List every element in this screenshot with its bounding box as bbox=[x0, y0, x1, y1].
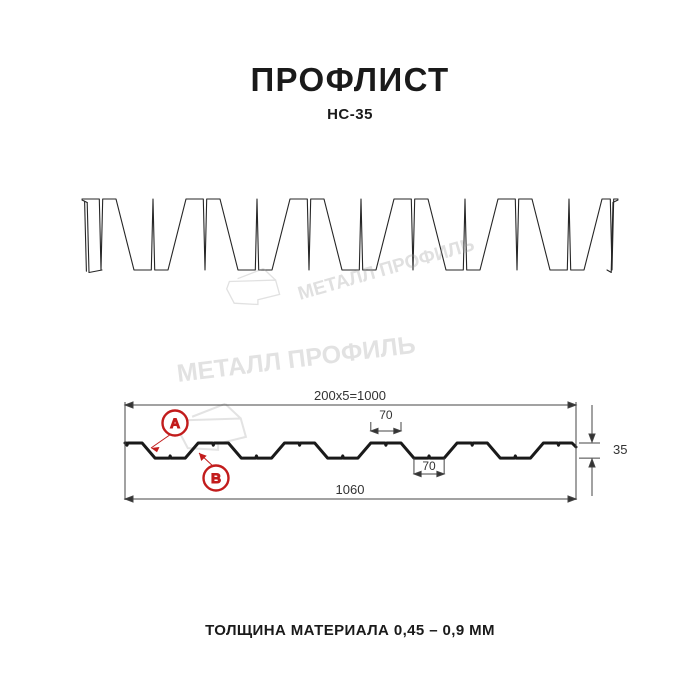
svg-text:70: 70 bbox=[422, 459, 436, 473]
svg-text:35: 35 bbox=[613, 442, 627, 457]
svg-text:1060: 1060 bbox=[336, 482, 365, 497]
svg-text:200x5=1000: 200x5=1000 bbox=[314, 388, 386, 403]
svg-text:70: 70 bbox=[379, 408, 393, 422]
svg-text:A: A bbox=[170, 415, 180, 431]
svg-text:B: B bbox=[211, 470, 221, 486]
